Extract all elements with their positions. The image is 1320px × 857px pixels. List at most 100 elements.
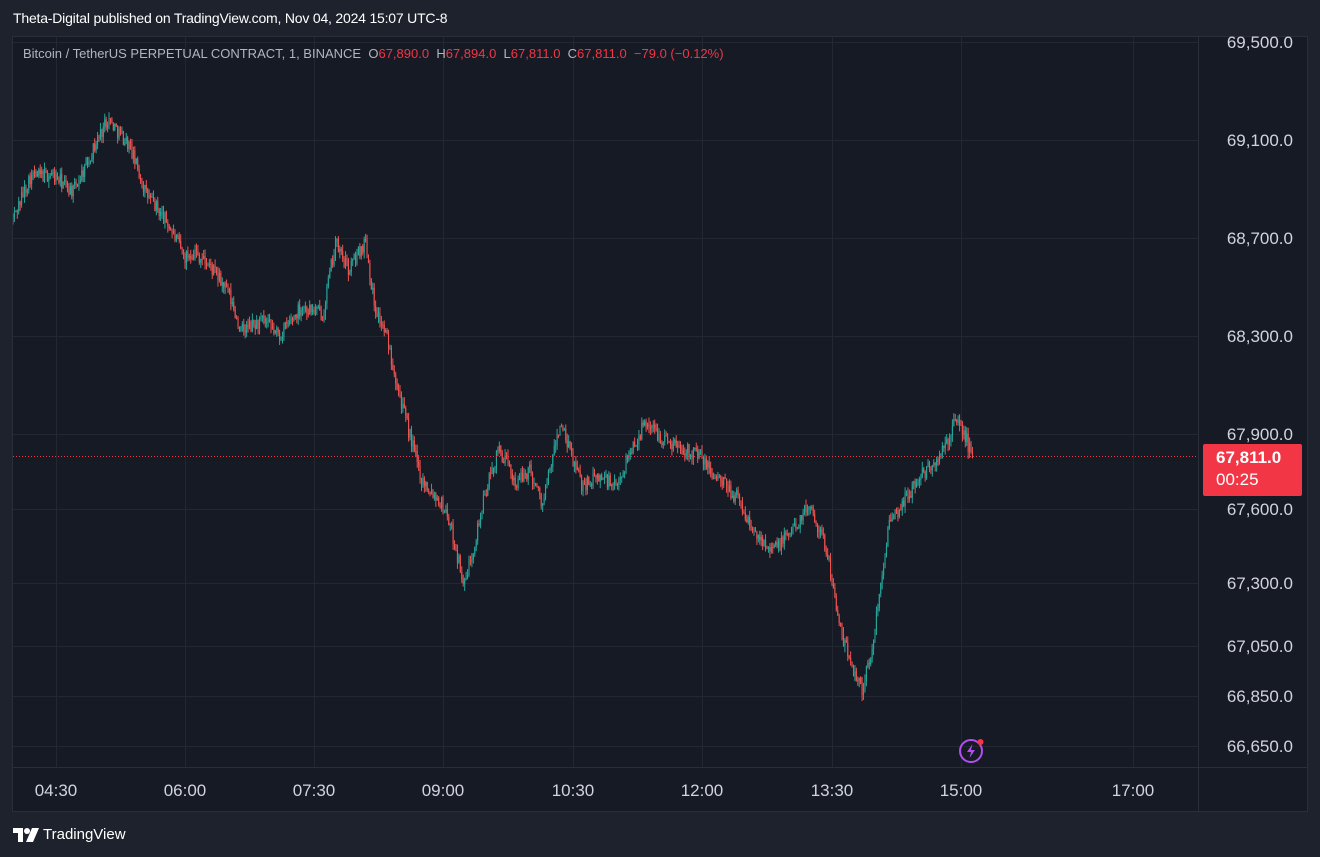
candle-down	[675, 435, 677, 449]
candle-body	[969, 443, 971, 453]
candle-up	[651, 424, 653, 434]
candle-down	[782, 535, 784, 548]
candle-body	[52, 171, 54, 173]
candle-down	[606, 473, 608, 491]
candle-body	[746, 519, 748, 523]
candle-down	[307, 308, 309, 318]
candle-down	[832, 578, 834, 589]
candle-body	[895, 510, 898, 511]
candle-body	[769, 546, 771, 552]
candle-up	[844, 637, 846, 653]
candle-body	[109, 118, 112, 120]
candle-up	[430, 483, 433, 495]
candle-down	[271, 319, 273, 330]
candle-down	[426, 481, 428, 493]
candle-body	[281, 337, 284, 340]
candle-body	[814, 513, 816, 522]
tradingview-logo[interactable]: TradingView	[13, 826, 126, 843]
candle-body	[783, 532, 785, 544]
candle-body	[43, 169, 46, 182]
candle-body	[767, 546, 769, 549]
legend-symbol[interactable]: Bitcoin / TetherUS PERPETUAL CONTRACT, 1…	[23, 46, 362, 61]
candle-body	[901, 500, 903, 511]
candle-down	[910, 490, 912, 498]
candle-down	[708, 456, 710, 475]
candle-down	[180, 234, 182, 250]
candle-body	[959, 420, 961, 426]
candle-up	[433, 491, 435, 501]
candle-down	[609, 472, 611, 487]
candle-body	[238, 326, 241, 331]
candle-up	[97, 131, 99, 150]
time-axis-label: 13:30	[811, 781, 854, 800]
candle-up	[854, 664, 856, 682]
time-axis: 04:30 06:00 07:30 09:00 10:30 12:00 13:30 15:00…	[35, 781, 1155, 800]
candle-down	[659, 430, 661, 444]
candle-down	[746, 514, 748, 523]
candle-down	[645, 418, 647, 432]
candle-up	[23, 180, 26, 203]
candle-body	[658, 434, 660, 441]
candle-body	[369, 263, 371, 279]
candle-up	[875, 606, 877, 635]
candle-body	[386, 330, 388, 334]
candle-body	[23, 186, 26, 198]
candle-body	[21, 192, 23, 205]
candle-body	[439, 505, 441, 508]
candle-body	[563, 429, 565, 431]
candle-up	[513, 475, 515, 486]
candle-up	[731, 490, 733, 499]
candle-down	[923, 466, 925, 474]
candle-up	[118, 126, 120, 141]
candle-up	[151, 192, 153, 198]
candle-body	[619, 477, 621, 480]
candle-body	[329, 270, 331, 278]
candle-body	[791, 528, 793, 533]
candle-body	[357, 246, 359, 255]
candle-down	[177, 233, 179, 240]
candle-body	[805, 505, 807, 513]
candle-down	[772, 542, 774, 554]
candle-up	[700, 448, 702, 456]
candle-down	[382, 321, 384, 329]
candle-body	[215, 267, 218, 273]
candle-body	[763, 539, 765, 546]
candle-body	[589, 484, 591, 486]
candle-down	[277, 326, 279, 337]
candle-down	[701, 445, 703, 459]
candle-up	[809, 505, 811, 515]
candle-body	[78, 181, 80, 187]
candle-body	[854, 671, 856, 676]
candle-body	[248, 322, 251, 328]
candle-body	[532, 473, 534, 484]
candle-body	[558, 434, 560, 436]
candle-body	[711, 472, 713, 478]
candle-down	[141, 177, 143, 189]
candle-body	[960, 425, 962, 427]
candle-body	[389, 348, 391, 349]
candle-up	[81, 164, 83, 183]
candle-body	[697, 449, 699, 459]
candle-body	[276, 328, 278, 331]
candle-body	[172, 230, 175, 234]
candle-up	[301, 306, 304, 317]
candle-down	[168, 223, 170, 231]
candle-body	[757, 535, 759, 539]
candle-down	[893, 513, 895, 520]
candle-down	[631, 447, 633, 455]
candle-down	[851, 661, 853, 668]
candle-body	[419, 465, 421, 481]
candle-down	[822, 527, 824, 539]
candle-down	[346, 254, 348, 267]
candle-down	[36, 170, 38, 178]
candle-up	[685, 449, 687, 460]
candle-up	[294, 314, 296, 320]
candle-body	[672, 442, 674, 450]
candle-up	[155, 199, 157, 216]
candle-up	[747, 515, 749, 525]
candle-down	[119, 126, 122, 136]
candle-down	[510, 464, 512, 479]
chart-area[interactable]	[12, 36, 1308, 812]
flash-icon[interactable]	[957, 736, 985, 769]
